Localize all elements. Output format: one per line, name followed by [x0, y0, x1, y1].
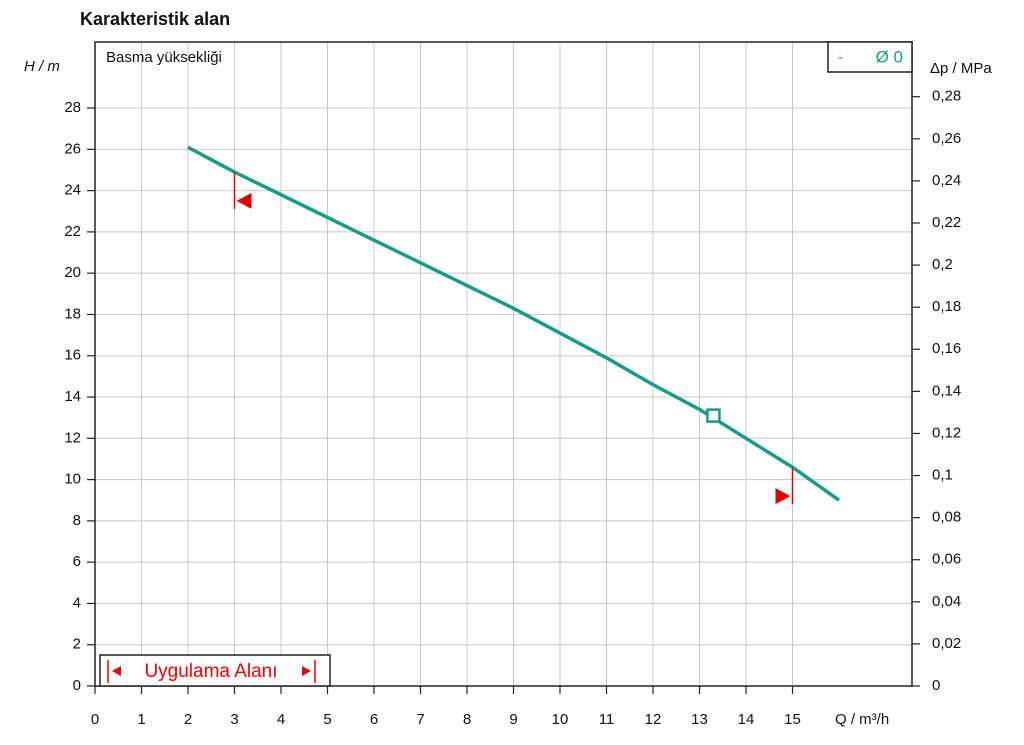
x-tick-label: 10	[552, 711, 569, 728]
y2-tick-label: 0,16	[932, 340, 961, 357]
y2-tick-label: 0,28	[932, 88, 961, 105]
y-tick-label: 0	[73, 677, 81, 694]
x-tick-label: 11	[599, 711, 615, 728]
x-tick-label: 2	[184, 711, 192, 728]
range-label: Uygulama Alanı	[144, 661, 277, 682]
y-tick-label: 24	[64, 182, 81, 199]
y2-tick-label: 0	[932, 677, 940, 694]
y2-tick-label: 0,2	[932, 256, 953, 273]
range-box	[99, 654, 331, 687]
y2-tick-label: 0,24	[932, 172, 961, 189]
y2-tick-label: 0,22	[932, 214, 961, 231]
plot-annotation: Basma yüksekliği	[106, 49, 222, 66]
y-tick-label: 14	[64, 388, 81, 405]
x-tick-label: 14	[738, 711, 755, 728]
x-tick-label: 13	[691, 711, 708, 728]
x-tick-label: 9	[509, 711, 517, 728]
legend-label: Ø 0	[876, 47, 903, 66]
y-tick-label: 22	[64, 223, 81, 240]
plot-frame	[94, 41, 913, 687]
x-tick-label: 8	[463, 711, 471, 728]
y2-tick-label: 0,14	[932, 382, 961, 399]
x-tick-label: 4	[277, 711, 285, 728]
x-tick-label: 12	[645, 711, 662, 728]
y-tick-label: 10	[64, 471, 81, 488]
x-axis-label: Q / m³/h	[835, 711, 889, 728]
x-tick-label: 0	[91, 711, 99, 728]
y-tick-label: 4	[73, 594, 81, 611]
y-tick-label: 20	[64, 264, 81, 281]
legend-prefix: -	[838, 49, 843, 66]
x-tick-label: 6	[370, 711, 378, 728]
legend-box	[827, 41, 913, 73]
y-tick-label: 28	[64, 99, 81, 116]
y-tick-label: 16	[64, 347, 81, 364]
curve	[187, 145, 841, 502]
y2-tick-label: 0,12	[932, 424, 961, 441]
y2-tick-label: 0,1	[932, 467, 953, 484]
range-arrow	[112, 666, 121, 676]
y2-tick-label: 0,08	[932, 509, 961, 526]
y-tick-label: 18	[64, 305, 81, 322]
limit-marker	[775, 488, 791, 505]
operating-point	[706, 408, 721, 423]
x-tick-label: 3	[230, 711, 238, 728]
chart-title: Karakteristik alan	[80, 9, 230, 29]
x-tick-label: 15	[784, 711, 801, 728]
y-tick-label: 12	[64, 429, 81, 446]
y-tick-label: 2	[73, 636, 81, 653]
x-tick-label: 7	[416, 711, 424, 728]
y-tick-label: 8	[73, 512, 81, 529]
y2-tick-label: 0,26	[932, 130, 961, 147]
x-tick-label: 1	[137, 711, 145, 728]
y2-axis-label: Δp / MPa	[930, 60, 992, 77]
limit-marker	[236, 192, 252, 209]
range-arrow	[302, 666, 311, 676]
y-tick-label: 6	[73, 553, 81, 570]
y2-tick-label: 0,06	[932, 551, 961, 568]
y-axis-label: H / m	[24, 58, 60, 75]
y2-tick-label: 0,18	[932, 298, 961, 315]
y2-tick-label: 0,04	[932, 593, 961, 610]
y2-tick-label: 0,02	[932, 635, 961, 652]
x-tick-label: 5	[323, 711, 331, 728]
y-tick-label: 26	[64, 140, 81, 157]
